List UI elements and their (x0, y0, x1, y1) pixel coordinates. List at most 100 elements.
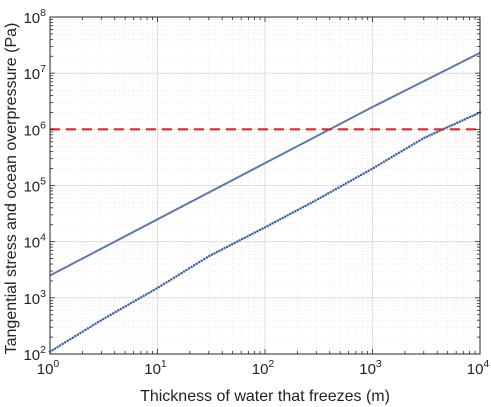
dotted-series-point (309, 201, 312, 205)
dotted-series-point (248, 233, 252, 237)
dotted-series-point (339, 185, 343, 188)
dotted-series-point (321, 194, 325, 198)
dotted-series-point (81, 330, 85, 333)
dotted-series-point (114, 310, 118, 314)
dotted-series-point (362, 172, 365, 175)
dotted-series-point (448, 125, 451, 128)
dotted-series-point (299, 207, 302, 210)
dotted-series-point (420, 137, 424, 141)
dotted-series-point (455, 121, 459, 125)
dotted-series-point (144, 293, 148, 296)
x-tick-label: 100 (37, 358, 60, 378)
dotted-series-point (369, 168, 373, 171)
dotted-series-point (205, 256, 209, 259)
solid-series-line (49, 51, 481, 277)
dotted-series-point (364, 170, 368, 174)
dotted-series-point (344, 182, 348, 185)
dotted-series-point (326, 192, 330, 195)
dotted-series-point (162, 282, 166, 286)
dotted-series-point (354, 176, 358, 180)
dotted-series-point (71, 336, 75, 339)
dotted-series-point (435, 130, 439, 134)
dotted-series-point (187, 267, 191, 270)
dotted-series-point (283, 215, 287, 218)
dotted-series-point (334, 187, 338, 191)
dotted-series-point (192, 264, 196, 267)
dotted-series-point (195, 262, 198, 265)
dotted-series-point (266, 224, 269, 228)
dotted-series-point (445, 126, 449, 129)
dotted-series-point (390, 156, 393, 159)
dotted-series-point (453, 122, 456, 126)
dotted-series-point (167, 279, 171, 283)
dotted-series-point (349, 179, 353, 182)
dotted-series-point (104, 316, 107, 319)
dotted-series-point (137, 297, 140, 301)
dotted-series-point (66, 339, 69, 343)
dotted-series-point (74, 334, 77, 338)
dotted-series-point (58, 344, 62, 347)
dotted-series-point (324, 193, 327, 197)
dotted-series-point (268, 223, 272, 226)
y-tick-label: 104 (23, 232, 46, 252)
dotted-series-point (347, 180, 350, 184)
dotted-series-point (197, 260, 201, 264)
ticks (49, 16, 481, 355)
dotted-series-point (185, 268, 188, 272)
dotted-series-point (258, 228, 262, 232)
dotted-series-point (53, 347, 57, 350)
dotted-series-point (329, 190, 333, 194)
dotted-series-point (253, 231, 257, 234)
dotted-series-point (251, 232, 254, 236)
dotted-series-point (367, 169, 370, 172)
dotted-series-point (228, 244, 231, 247)
dotted-series-point (428, 134, 431, 137)
dotted-series-point (240, 237, 244, 241)
dotted-series-point (473, 113, 477, 116)
dotted-series-point (208, 254, 211, 258)
dotted-series-point (316, 197, 320, 201)
dotted-series-point (96, 320, 100, 324)
dotted-series-point (301, 205, 305, 209)
dotted-series-point (397, 151, 401, 155)
dotted-series-point (430, 133, 434, 136)
dotted-series-point (450, 123, 454, 127)
dotted-series-point (271, 222, 274, 225)
dotted-series-point (395, 153, 398, 156)
dotted-series-point (375, 165, 378, 168)
dotted-series-point (276, 219, 279, 222)
dotted-series-point (235, 240, 239, 243)
dotted-series-point (471, 114, 474, 118)
dotted-series-point (402, 148, 406, 152)
dotted-series-point (220, 248, 224, 251)
dotted-series-point (160, 284, 163, 287)
dotted-series-point (89, 325, 92, 329)
dotted-series-point (63, 341, 67, 344)
y-tick-label: 107 (23, 63, 46, 83)
dotted-series-point (233, 241, 236, 245)
dotted-series-point (119, 307, 123, 311)
dotted-series-point (407, 145, 411, 148)
y-tick-label: 108 (23, 7, 46, 27)
dotted-series-point (61, 342, 64, 346)
dotted-series-point (142, 294, 145, 298)
dotted-series-point (51, 348, 54, 352)
dotted-series-point (352, 177, 355, 181)
dotted-series-point (319, 196, 322, 199)
dotted-series-point (101, 317, 105, 321)
dotted-series-point (433, 131, 436, 135)
dotted-series-point (289, 212, 292, 216)
dotted-series-point (273, 220, 277, 224)
dotted-series-point (68, 338, 72, 341)
dotted-series-point (377, 163, 381, 167)
y-tick-label: 103 (23, 288, 46, 308)
dotted-series-point (111, 312, 115, 315)
dotted-series-point (263, 226, 267, 229)
dotted-series-point (415, 140, 419, 144)
dotted-series-point (200, 259, 204, 262)
y-tick-label: 105 (23, 176, 46, 196)
dotted-series-point (203, 257, 206, 261)
dotted-series-point (311, 200, 315, 204)
dotted-series-point (147, 291, 150, 295)
